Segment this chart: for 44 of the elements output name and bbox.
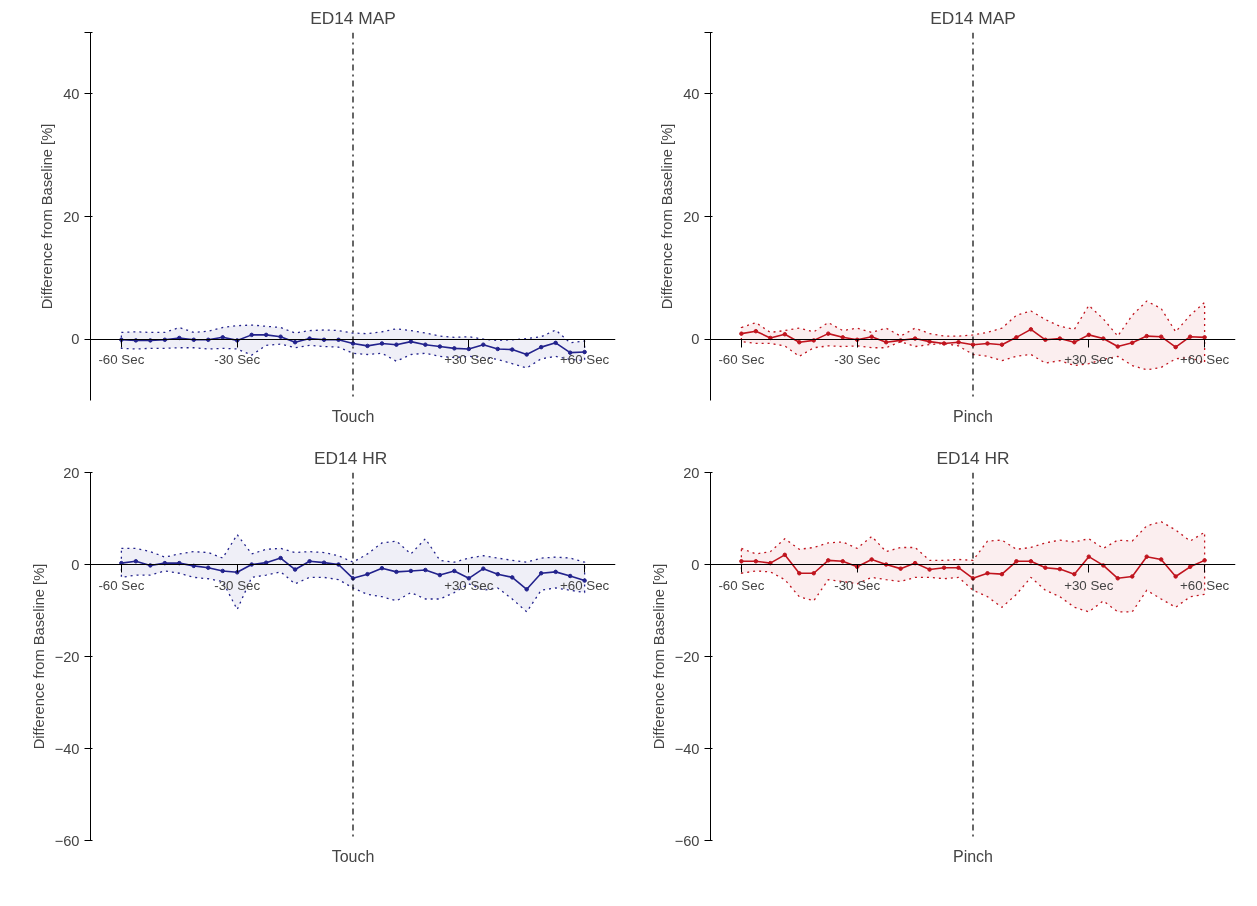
x-tick-label: -60 Sec <box>98 577 145 593</box>
y-tick-label: −20 <box>674 648 700 665</box>
x-tick-label: +60 Sec <box>559 577 610 593</box>
y-tick-label: −40 <box>674 740 700 757</box>
y-axis-title: Difference from Baseline [%] <box>650 563 667 750</box>
y-tick-label: −60 <box>674 832 700 849</box>
x-tick-label: -30 Sec <box>214 352 261 368</box>
x-tick-label: +30 Sec <box>444 577 494 593</box>
y-axis-title: Difference from Baseline [%] <box>659 123 676 310</box>
y-tick-label: 0 <box>691 556 700 573</box>
x-tick-label: +60 Sec <box>559 352 610 368</box>
y-tick-label: 20 <box>683 464 700 481</box>
y-tick-label: 0 <box>71 556 80 573</box>
x-axis-title: Touch <box>331 847 375 865</box>
x-tick-label: -30 Sec <box>834 577 881 593</box>
x-tick-label: +60 Sec <box>1179 352 1230 368</box>
x-tick-label: -60 Sec <box>98 352 145 368</box>
x-tick-label: -30 Sec <box>214 577 261 593</box>
x-tick-label: +30 Sec <box>1064 577 1114 593</box>
x-tick-label: -60 Sec <box>718 352 765 368</box>
x-tick-label: -60 Sec <box>718 577 765 593</box>
y-tick-label: 40 <box>63 85 80 102</box>
x-tick-label: +60 Sec <box>1179 577 1230 593</box>
chart-title: ED14 MAP <box>930 7 1016 28</box>
y-tick-label: 40 <box>683 85 700 102</box>
x-tick-label: +30 Sec <box>1064 352 1114 368</box>
y-axis-title: Difference from Baseline [%] <box>30 563 47 750</box>
y-tick-label: 0 <box>691 331 700 348</box>
x-axis-title: Pinch <box>952 407 994 425</box>
chart-title: ED14 MAP <box>310 7 396 28</box>
chart-title: ED14 HR <box>314 447 388 468</box>
y-tick-label: −40 <box>54 740 80 757</box>
x-axis-title: Touch <box>331 407 375 425</box>
y-tick-label: −20 <box>54 648 80 665</box>
y-tick-label: 20 <box>683 208 700 225</box>
y-tick-label: 20 <box>63 464 80 481</box>
y-tick-label: −60 <box>54 832 80 849</box>
y-axis-title: Difference from Baseline [%] <box>39 123 56 310</box>
x-axis-title: Pinch <box>952 847 994 865</box>
x-tick-label: +30 Sec <box>444 352 494 368</box>
y-tick-label: 20 <box>63 208 80 225</box>
chart-title: ED14 HR <box>936 447 1010 468</box>
y-tick-label: 0 <box>71 331 80 348</box>
x-tick-label: -30 Sec <box>834 352 881 368</box>
